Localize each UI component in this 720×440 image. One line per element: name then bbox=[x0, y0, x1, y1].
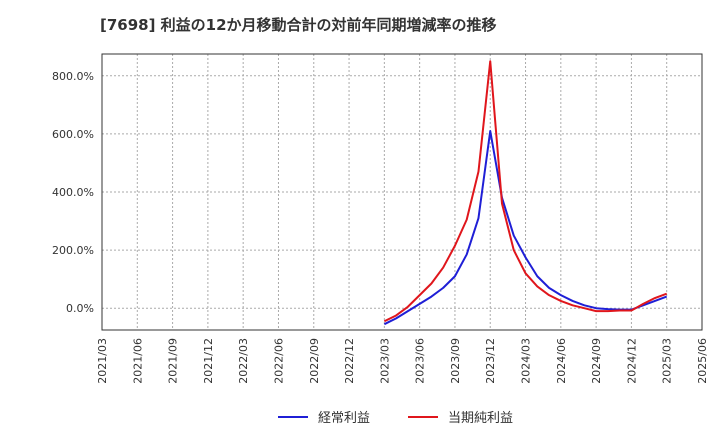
x-tick-label: 2024/03 bbox=[520, 338, 533, 384]
y-tick-label: 800.0% bbox=[52, 70, 94, 83]
x-tick-label: 2021/03 bbox=[96, 338, 109, 384]
x-tick-label: 2024/12 bbox=[625, 338, 638, 384]
y-tick-label: 600.0% bbox=[52, 128, 94, 141]
x-tick-label: 2023/03 bbox=[378, 338, 391, 384]
x-tick-label: 2021/09 bbox=[167, 338, 180, 384]
y-tick-label: 400.0% bbox=[52, 186, 94, 199]
x-tick-label: 2024/09 bbox=[590, 338, 603, 384]
x-tick-label: 2022/09 bbox=[308, 338, 321, 384]
series-line bbox=[383, 60, 668, 323]
x-tick-label: 2021/12 bbox=[202, 338, 215, 384]
y-tick-label: 0.0% bbox=[66, 302, 94, 315]
x-tick-label: 2023/09 bbox=[449, 338, 462, 384]
x-tick-label: 2023/06 bbox=[414, 338, 427, 384]
plot-border bbox=[101, 53, 703, 331]
chart-title: [7698] 利益の12か月移動合計の対前年同期増減率の推移 bbox=[100, 16, 497, 34]
y-tick-label: 200.0% bbox=[52, 244, 94, 257]
legend-label: 当期純利益 bbox=[448, 411, 513, 426]
x-tick-label: 2024/06 bbox=[555, 338, 568, 384]
x-tick-label: 2022/12 bbox=[343, 338, 356, 384]
x-tick-label: 2025/03 bbox=[661, 338, 674, 384]
x-tick-label: 2023/12 bbox=[484, 338, 497, 384]
legend-label: 経常利益 bbox=[318, 411, 370, 426]
x-tick-label: 2025/06 bbox=[696, 338, 709, 384]
x-tick-label: 2022/03 bbox=[237, 338, 250, 384]
x-tick-label: 2021/06 bbox=[131, 338, 144, 384]
x-tick-label: 2022/06 bbox=[272, 338, 285, 384]
